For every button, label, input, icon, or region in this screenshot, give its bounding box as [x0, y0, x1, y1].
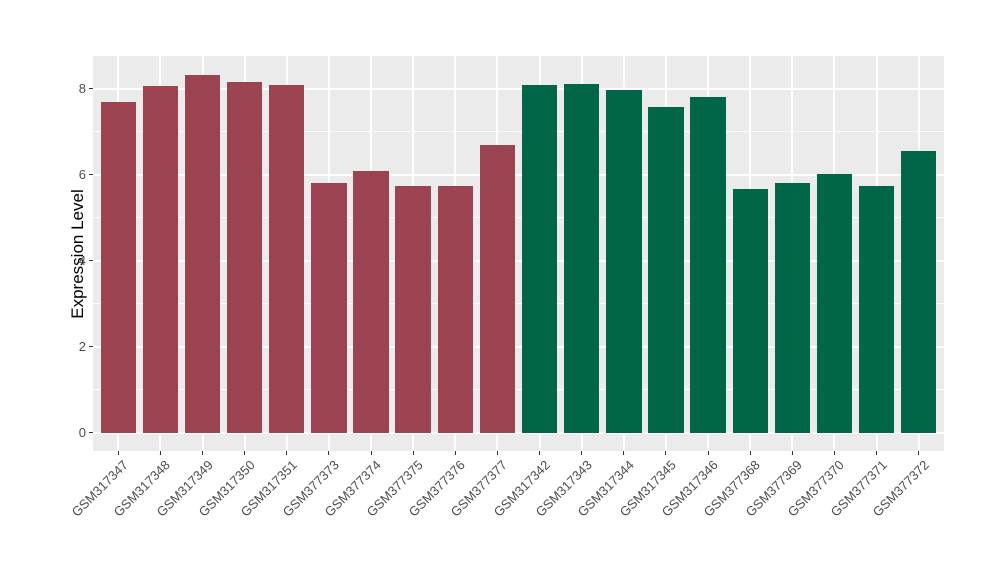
y-tick-mark	[89, 432, 93, 434]
y-gridline-major	[93, 87, 944, 90]
x-tick-mark	[833, 451, 835, 455]
bar-GSM317346	[690, 97, 726, 433]
bar-GSM317349	[184, 74, 221, 433]
y-tick-label: 8	[78, 80, 86, 96]
bar-GSM377368	[732, 188, 768, 433]
y-tick-label: 6	[78, 166, 86, 182]
bar-GSM317348	[142, 86, 179, 433]
bar-GSM317350	[226, 82, 263, 433]
x-tick-mark	[876, 451, 878, 455]
x-tick-mark	[623, 451, 625, 455]
bar-GSM377373	[311, 183, 347, 433]
y-tick-mark	[89, 88, 93, 90]
bar-GSM377376	[437, 186, 473, 433]
x-tick-mark	[496, 451, 498, 455]
x-tick-mark	[159, 451, 161, 455]
x-tick-mark	[791, 451, 793, 455]
x-tick-mark	[244, 451, 246, 455]
bar-GSM377377	[479, 144, 516, 433]
plot-panel	[93, 56, 944, 451]
x-tick-mark	[918, 451, 920, 455]
y-gridline-major	[93, 173, 944, 176]
x-tick-mark	[454, 451, 456, 455]
y-gridline-minor	[93, 217, 944, 219]
y-tick-label: 4	[78, 252, 86, 268]
x-tick-mark	[581, 451, 583, 455]
bar-GSM317343	[563, 83, 600, 433]
x-tick-mark	[412, 451, 414, 455]
bar-GSM317342	[521, 85, 558, 433]
x-tick-mark	[665, 451, 667, 455]
bar-GSM377374	[353, 171, 389, 433]
x-tick-mark	[286, 451, 288, 455]
bar-GSM377371	[858, 185, 895, 433]
bar-GSM377369	[774, 182, 811, 433]
y-gridline-minor	[93, 131, 944, 133]
x-tick-mark	[370, 451, 372, 455]
y-tick-label: 2	[78, 338, 86, 354]
bar-GSM317345	[648, 107, 684, 433]
x-tick-mark	[202, 451, 204, 455]
bar-GSM317347	[100, 101, 136, 433]
y-tick-label: 0	[78, 424, 86, 440]
x-tick-mark	[749, 451, 751, 455]
y-tick-mark	[89, 346, 93, 348]
x-tick-mark	[328, 451, 330, 455]
bar-GSM317351	[269, 84, 305, 433]
y-tick-mark	[89, 174, 93, 176]
y-gridline-minor	[93, 303, 944, 305]
x-tick-mark	[117, 451, 119, 455]
bar-GSM377372	[901, 150, 937, 433]
y-gridline-major	[93, 345, 944, 348]
y-gridline-minor	[93, 389, 944, 391]
bar-GSM377370	[816, 173, 853, 433]
y-tick-mark	[89, 260, 93, 262]
x-tick-mark	[539, 451, 541, 455]
y-gridline-major	[93, 431, 944, 434]
x-tick-mark	[707, 451, 709, 455]
bar-GSM377375	[395, 186, 431, 433]
bar-GSM317344	[606, 90, 642, 433]
y-gridline-major	[93, 259, 944, 262]
